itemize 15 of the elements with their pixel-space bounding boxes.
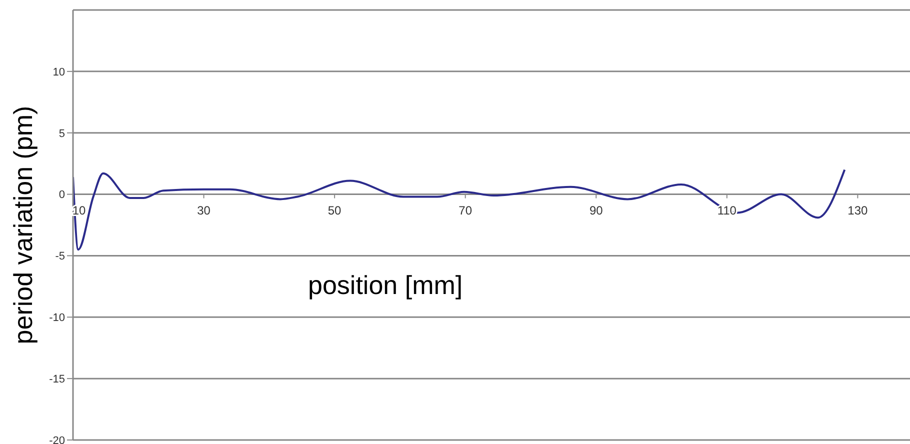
y-tick-label: 10: [52, 66, 65, 78]
line-series: [73, 168, 846, 251]
x-tick-label: 30: [197, 203, 211, 218]
x-tick-label: 90: [589, 203, 604, 218]
y-tick-label: 0: [58, 189, 65, 202]
x-axis-title: position [mm]: [308, 270, 463, 301]
y-tick-label: -15: [49, 373, 65, 386]
y-tick-label: -5: [55, 250, 65, 263]
y-tick-label: -10: [49, 312, 65, 324]
y-axis-title: period variation (pm): [8, 106, 38, 344]
y-tick-label: 5: [58, 128, 65, 140]
x-tick-label: 130: [848, 203, 868, 218]
x-tick-label: 70: [458, 203, 472, 218]
y-tick-label: -20: [49, 434, 65, 444]
x-tick-label: 50: [328, 203, 342, 218]
